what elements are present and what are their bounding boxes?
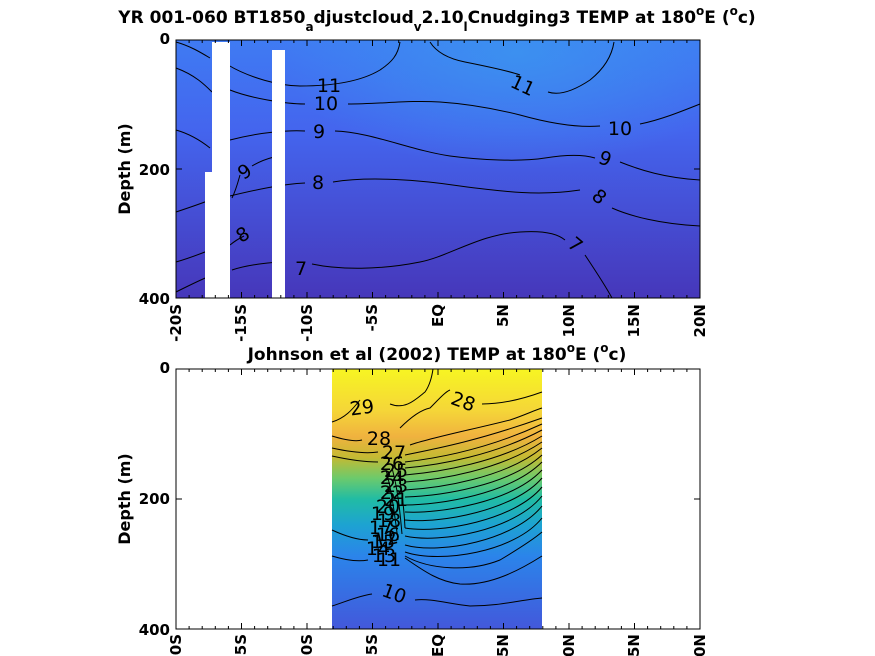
contour-28: [331, 389, 543, 442]
contour-14: [404, 505, 543, 549]
contour-label: 10: [608, 118, 632, 140]
contour-10: [331, 593, 543, 607]
top-y-axis-label: Depth (m): [115, 123, 134, 215]
model-temperature-panel: YR 001-060 BT1850adjustcloudv2.10lCnudgi…: [115, 4, 756, 342]
bottom-x-tick-label: -20S: [167, 634, 185, 656]
contour-7: [175, 231, 613, 299]
contour-label: 26: [380, 453, 404, 475]
bottom-x-tick-label: 10N: [560, 634, 578, 656]
top-y-tick-label: 0: [160, 30, 170, 48]
contour-12: [331, 529, 543, 569]
top-panel-title: YR 001-060 BT1850adjustcloudv2.10lCnudgi…: [117, 4, 755, 34]
bottom-y-tick-label: 400: [139, 621, 170, 639]
bottom-x-tick-label: 15N: [625, 634, 643, 656]
missing-data-gap: [205, 172, 213, 298]
contour-label: 27: [382, 442, 406, 464]
contour-label: 18: [377, 510, 401, 532]
top-axis-ticks: [175, 39, 701, 299]
bottom-x-tick-label: 20N: [691, 634, 709, 656]
contour-19: [404, 461, 543, 506]
contour-label: 11: [317, 75, 341, 97]
contour-17: [404, 477, 543, 522]
missing-data-gap: [212, 42, 230, 298]
contour-21: [404, 447, 543, 491]
bottom-x-tick-label: -10S: [298, 634, 316, 656]
contour-23: [404, 435, 543, 476]
top-x-tick-label: EQ: [429, 304, 447, 327]
observed-temperature-panel: Johnson et al (2002) TEMP at 180oE (oc) …: [115, 341, 709, 656]
contour-18: [404, 469, 543, 513]
contour-label: 16: [376, 524, 400, 546]
contour-11: [175, 41, 615, 94]
bottom-contour-labels: 29 28 28 27 26 25 24 23 22 21 20 19 18 1…: [348, 388, 478, 609]
contour-label: 10: [314, 93, 338, 115]
bottom-axis-ticks: [175, 368, 701, 630]
contour-label: 21: [384, 489, 408, 511]
contour-8: [175, 178, 701, 227]
bottom-x-tick-label: EQ: [429, 634, 447, 656]
contour-label: 14: [366, 538, 390, 560]
missing-data-gap: [272, 50, 285, 298]
top-x-tick-label: 10N: [560, 304, 578, 337]
contour-16: [404, 486, 543, 530]
contour-label: 11: [377, 549, 401, 571]
top-x-tick-label: 5N: [494, 304, 512, 327]
top-x-tick-label: -5S: [363, 304, 381, 331]
top-x-tick-label: 15N: [625, 304, 643, 337]
contour-label: 23: [384, 475, 408, 497]
contour-label: 7: [295, 258, 307, 280]
top-x-tick-label: -20S: [167, 304, 185, 342]
contour-15: [404, 495, 543, 539]
contour-label: 24: [380, 467, 404, 489]
bottom-y-tick-label: 200: [139, 490, 170, 508]
contour-25: [404, 423, 543, 463]
top-x-tick-label: 20N: [691, 304, 709, 337]
contour-label: 25: [384, 460, 408, 482]
contour-steep-thermocline: [385, 467, 406, 541]
contour-label: 28: [367, 428, 391, 450]
contour-label: 29: [348, 395, 375, 420]
contour-label: 19: [371, 503, 395, 525]
contour-label: 15: [371, 531, 395, 553]
contour-label: 9: [313, 121, 325, 143]
bottom-y-tick-label: 0: [160, 359, 170, 377]
top-temperature-warm-patch: [176, 40, 700, 298]
contour-13: [404, 517, 543, 557]
bottom-temperature-field: [332, 369, 542, 629]
contour-27: [331, 407, 543, 454]
contour-label: 8: [312, 172, 324, 194]
contour-11: [331, 555, 543, 585]
bottom-x-tick-label: 5N: [494, 634, 512, 656]
bottom-x-tick-label: -15S: [232, 634, 250, 656]
bottom-x-tick-label: -5S: [363, 634, 381, 656]
contour-26: [331, 417, 543, 463]
contour-label: 13: [372, 545, 396, 567]
contour-label: 20: [376, 496, 400, 518]
contour-22: [404, 441, 543, 483]
contour-20: [404, 454, 543, 498]
top-y-tick-label: 200: [139, 161, 170, 179]
contour-29: [331, 368, 434, 423]
contour-label: 22: [380, 482, 404, 504]
contour-10: [175, 67, 701, 127]
bottom-panel-title: Johnson et al (2002) TEMP at 180oE (oc): [247, 341, 627, 365]
contour-24: [404, 429, 543, 469]
top-y-tick-label: 400: [139, 290, 170, 308]
bottom-y-axis-label: Depth (m): [115, 453, 134, 545]
top-x-tick-label: -10S: [298, 304, 316, 342]
contour-label: 17: [369, 517, 393, 539]
top-x-tick-label: -15S: [232, 304, 250, 342]
